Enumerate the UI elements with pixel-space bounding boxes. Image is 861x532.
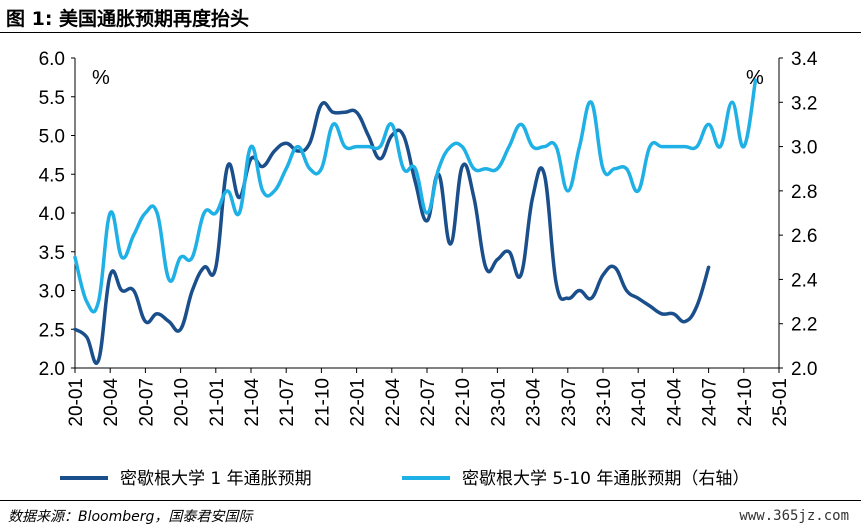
x-tick-label: 22-01 — [348, 378, 369, 427]
left-unit-label: % — [92, 67, 110, 89]
source-note: 数据来源：Bloomberg，国泰君安国际 — [8, 509, 253, 525]
x-tick-label: 21-01 — [207, 378, 228, 427]
x-tick-label: 23-07 — [559, 378, 580, 427]
left-tick-label: 5.5 — [39, 88, 65, 109]
x-tick-label: 21-04 — [242, 378, 263, 427]
x-tick-label: 21-07 — [277, 378, 298, 427]
right-tick-label: 2.8 — [791, 182, 817, 203]
legend: 密歇根大学 1 年通胀预期 密歇根大学 5-10 年通胀预期（右轴） — [60, 469, 749, 489]
right-tick-label: 3.2 — [791, 93, 817, 114]
x-tick-label: 20-10 — [172, 378, 193, 427]
x-tick-label: 25-01 — [770, 378, 791, 427]
left-tick-label: 5.0 — [39, 127, 65, 148]
right-tick-label: 2.2 — [791, 315, 817, 336]
watermark: www.365jz.com — [739, 508, 849, 524]
series-line-1y-expectation — [73, 101, 711, 365]
x-tick-label: 24-10 — [735, 378, 756, 427]
right-tick-label: 3.4 — [791, 49, 818, 70]
x-tick-label: 22-10 — [453, 378, 474, 427]
x-tick-label: 24-07 — [700, 378, 721, 427]
right-unit-label: % — [746, 67, 764, 89]
x-tick-label: 20-04 — [101, 378, 122, 427]
legend-label: 密歇根大学 1 年通胀预期 — [120, 469, 312, 489]
left-tick-label: 3.5 — [39, 243, 65, 264]
x-tick-label: 21-10 — [312, 378, 333, 427]
x-tick-label: 24-01 — [629, 378, 650, 427]
plot-area: 2.0 2.5 3.0 3.5 4.0 4.5 5.0 5.5 6.0 2.0 2.2 2.4 2.6 2… — [39, 49, 818, 427]
source-divider — [0, 500, 861, 501]
series-line-5-10y-expectation — [73, 78, 758, 314]
inflation-expectations-chart: 2.0 2.5 3.0 3.5 4.0 4.5 5.0 5.5 6.0 2.0 2.2 2.4 2.6 2… — [39, 49, 818, 489]
x-tick-label: 22-07 — [418, 378, 439, 427]
left-tick-label: 4.0 — [39, 204, 65, 225]
right-tick-label: 3.0 — [791, 138, 817, 159]
left-tick-label: 2.5 — [39, 320, 65, 341]
x-tick-label: 23-04 — [524, 378, 545, 427]
left-tick-label: 2.0 — [39, 359, 65, 380]
right-tick-label: 2.4 — [791, 270, 818, 291]
x-tick-label: 23-01 — [488, 378, 509, 427]
x-tick-label: 20-01 — [66, 378, 87, 427]
x-tick-label: 24-04 — [664, 378, 685, 427]
legend-label: 密歇根大学 5-10 年通胀预期（右轴） — [462, 469, 749, 489]
x-tick-label: 22-04 — [383, 378, 404, 427]
title-divider — [0, 32, 861, 33]
left-tick-label: 3.0 — [39, 282, 65, 303]
x-tick-label: 23-10 — [594, 378, 615, 427]
x-tick-label: 20-07 — [136, 378, 157, 427]
chart-title: 图 1: 美国通胀预期再度抬头 — [6, 8, 250, 30]
right-tick-label: 2.6 — [791, 226, 817, 247]
left-tick-label: 4.5 — [39, 165, 65, 186]
right-tick-label: 2.0 — [791, 359, 817, 380]
left-tick-label: 6.0 — [39, 49, 65, 70]
